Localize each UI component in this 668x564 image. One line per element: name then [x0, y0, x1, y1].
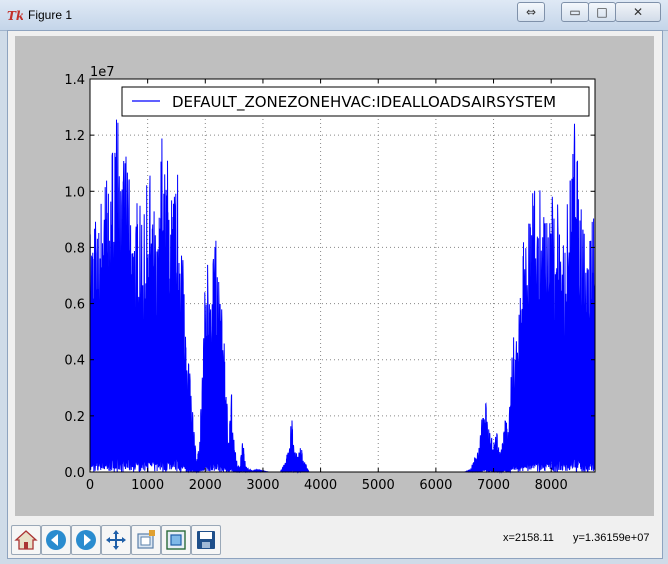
svg-text:Tk: Tk [7, 9, 23, 23]
window-titlebar[interactable]: Tk Figure 1 ⇔ ▭ □ ✕ [0, 0, 668, 31]
plot-frame [89, 78, 596, 473]
pan-button[interactable] [101, 525, 131, 555]
back-button[interactable] [41, 525, 71, 555]
x-tick-label: 7000 [477, 478, 510, 493]
window-title: Figure 1 [28, 8, 73, 22]
y-tick-label: 1.2 [64, 129, 85, 144]
legend: DEFAULT_ZONEZONEHVAC:IDEALLOADSAIRSYSTEM [121, 86, 590, 117]
y-offset-label: 1e7 [90, 65, 115, 80]
y-tick-label: 0.2 [64, 410, 85, 425]
x-tick-label: 1000 [131, 478, 164, 493]
configure-subplots-button[interactable] [131, 525, 161, 555]
y-tick-label: 1.4 [64, 73, 85, 88]
y-tick-label: 0.0 [64, 466, 85, 481]
legend-box [121, 86, 590, 117]
minimize-icon: ▭ [569, 5, 581, 19]
maximize-icon: □ [596, 5, 608, 19]
save-button[interactable] [191, 525, 221, 555]
y-tick-label: 0.6 [64, 298, 85, 313]
tk-feather-icon: Tk [7, 9, 23, 23]
y-tick-label: 0.8 [64, 241, 85, 256]
zoom-button[interactable] [161, 525, 191, 555]
x-tick-label: 0 [86, 478, 94, 493]
x-tick-label: 4000 [304, 478, 337, 493]
x-axis: 0 1000 2000 3000 4000 5000 6000 7000 8000 [86, 79, 568, 493]
x-tick-label: 3000 [246, 478, 279, 493]
x-tick-label: 2000 [189, 478, 222, 493]
y-axis: 0.0 0.2 0.4 0.6 0.8 1.0 1.2 1.4 [64, 73, 595, 481]
x-tick-label: 6000 [419, 478, 452, 493]
forward-button[interactable] [71, 525, 101, 555]
configure-subplots-icon [137, 530, 155, 549]
close-icon: ✕ [632, 5, 644, 19]
minimize-button[interactable]: ▭ [561, 2, 589, 22]
y-coordinate-readout: y=1.36159e+07 [573, 532, 650, 544]
x-coordinate-readout: x=2158.11 [503, 532, 554, 544]
pan-icon [106, 530, 126, 550]
x-tick-label: 5000 [362, 478, 395, 493]
restore-arrows-icon: ⇔ [525, 5, 537, 19]
close-button[interactable]: ✕ [615, 2, 661, 22]
forward-icon [76, 530, 96, 550]
legend-label: DEFAULT_ZONEZONEHVAC:IDEALLOADSAIRSYSTEM [172, 93, 556, 112]
y-tick-label: 0.4 [64, 354, 85, 369]
back-icon [46, 530, 66, 550]
zoom-icon [166, 530, 186, 550]
home-icon [14, 530, 38, 550]
restore-arrows-button[interactable]: ⇔ [517, 2, 545, 22]
save-icon [197, 531, 215, 549]
home-button[interactable] [11, 525, 41, 555]
y-tick-label: 1.0 [64, 185, 85, 200]
x-tick-label: 8000 [535, 478, 568, 493]
